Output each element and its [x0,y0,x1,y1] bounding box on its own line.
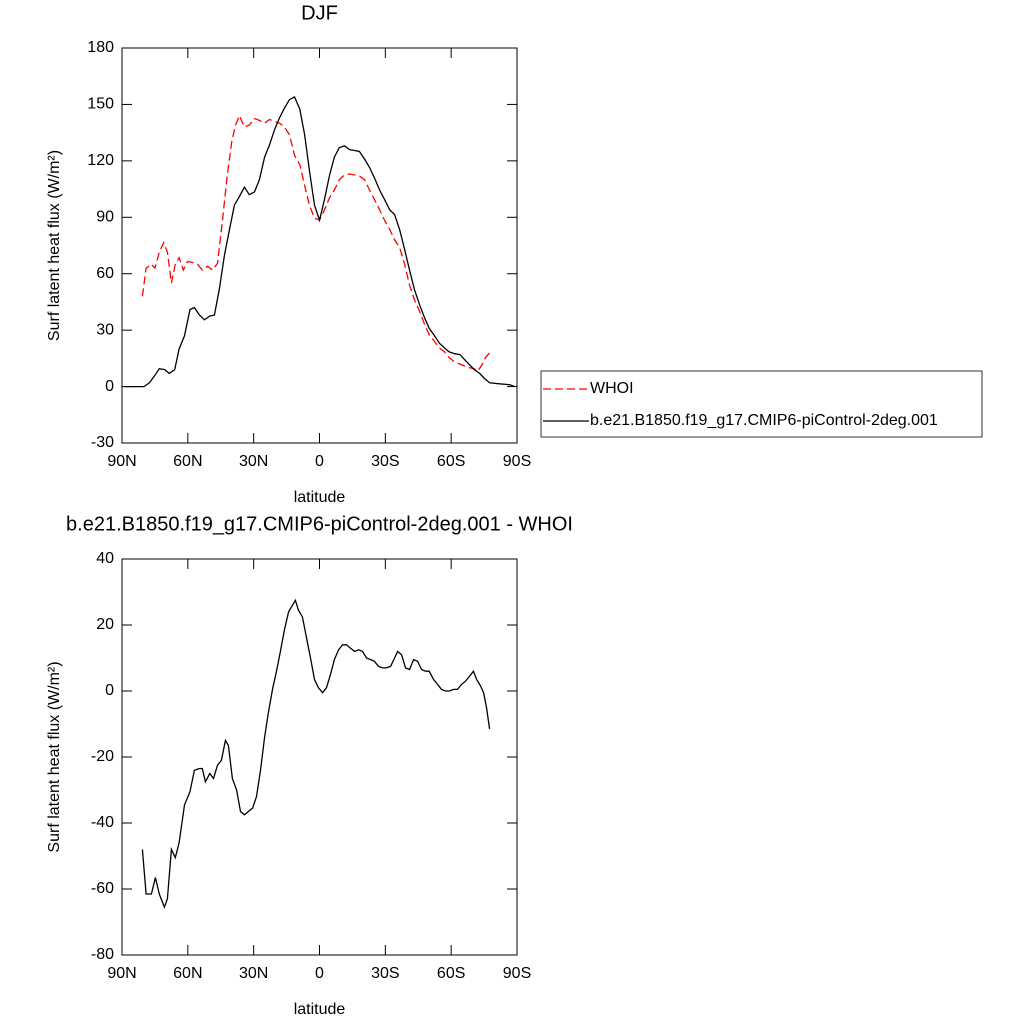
y-tick-label: 0 [105,682,114,699]
y-tick-label: 30 [96,321,114,338]
y-axis-label: Surf latent heat flux (W/m²) [46,661,63,852]
y-tick-label: -20 [91,748,114,765]
x-tick-label: 90N [107,453,136,470]
x-tick-label: 60S [437,453,465,470]
legend-label: WHOI [590,380,634,397]
legend-label: b.e21.B1850.f19_g17.CMIP6-piControl-2deg… [590,412,938,429]
y-tick-label: -30 [91,434,114,451]
x-tick-label: 0 [315,965,324,982]
y-tick-label: 20 [96,616,114,633]
x-tick-label: 30S [371,965,399,982]
y-tick-label: 150 [87,96,114,113]
y-axis-label: Surf latent heat flux (W/m²) [46,150,63,341]
y-tick-label: 90 [96,209,114,226]
x-tick-label: 60S [437,965,465,982]
y-tick-label: 120 [87,152,114,169]
series-line [141,114,491,373]
y-tick-label: 0 [105,378,114,395]
series-line [141,598,491,909]
x-tick-label: 0 [315,453,324,470]
x-axis-label: latitude [294,1001,346,1018]
x-tick-label: 30N [239,965,268,982]
plot-frame [121,558,518,956]
plot-frame [121,47,518,444]
y-tick-label: -60 [91,880,114,897]
x-tick-label: 60N [173,453,202,470]
x-tick-label: 90S [503,453,531,470]
x-tick-label: 90N [107,965,136,982]
x-tick-label: 30S [371,453,399,470]
y-tick-label: -40 [91,814,114,831]
y-tick-label: 60 [96,265,114,282]
y-tick-label: 180 [87,39,114,56]
x-axis-label: latitude [294,489,346,506]
legend-box [540,370,983,438]
x-tick-label: 90S [503,965,531,982]
x-tick-label: 60N [173,965,202,982]
y-tick-label: -80 [91,946,114,963]
x-tick-label: 30N [239,453,268,470]
chart-title: DJF [301,2,338,24]
y-tick-label: 40 [96,550,114,567]
chart-title: b.e21.B1850.f19_g17.CMIP6-piControl-2deg… [66,513,573,535]
series-line [124,95,516,388]
